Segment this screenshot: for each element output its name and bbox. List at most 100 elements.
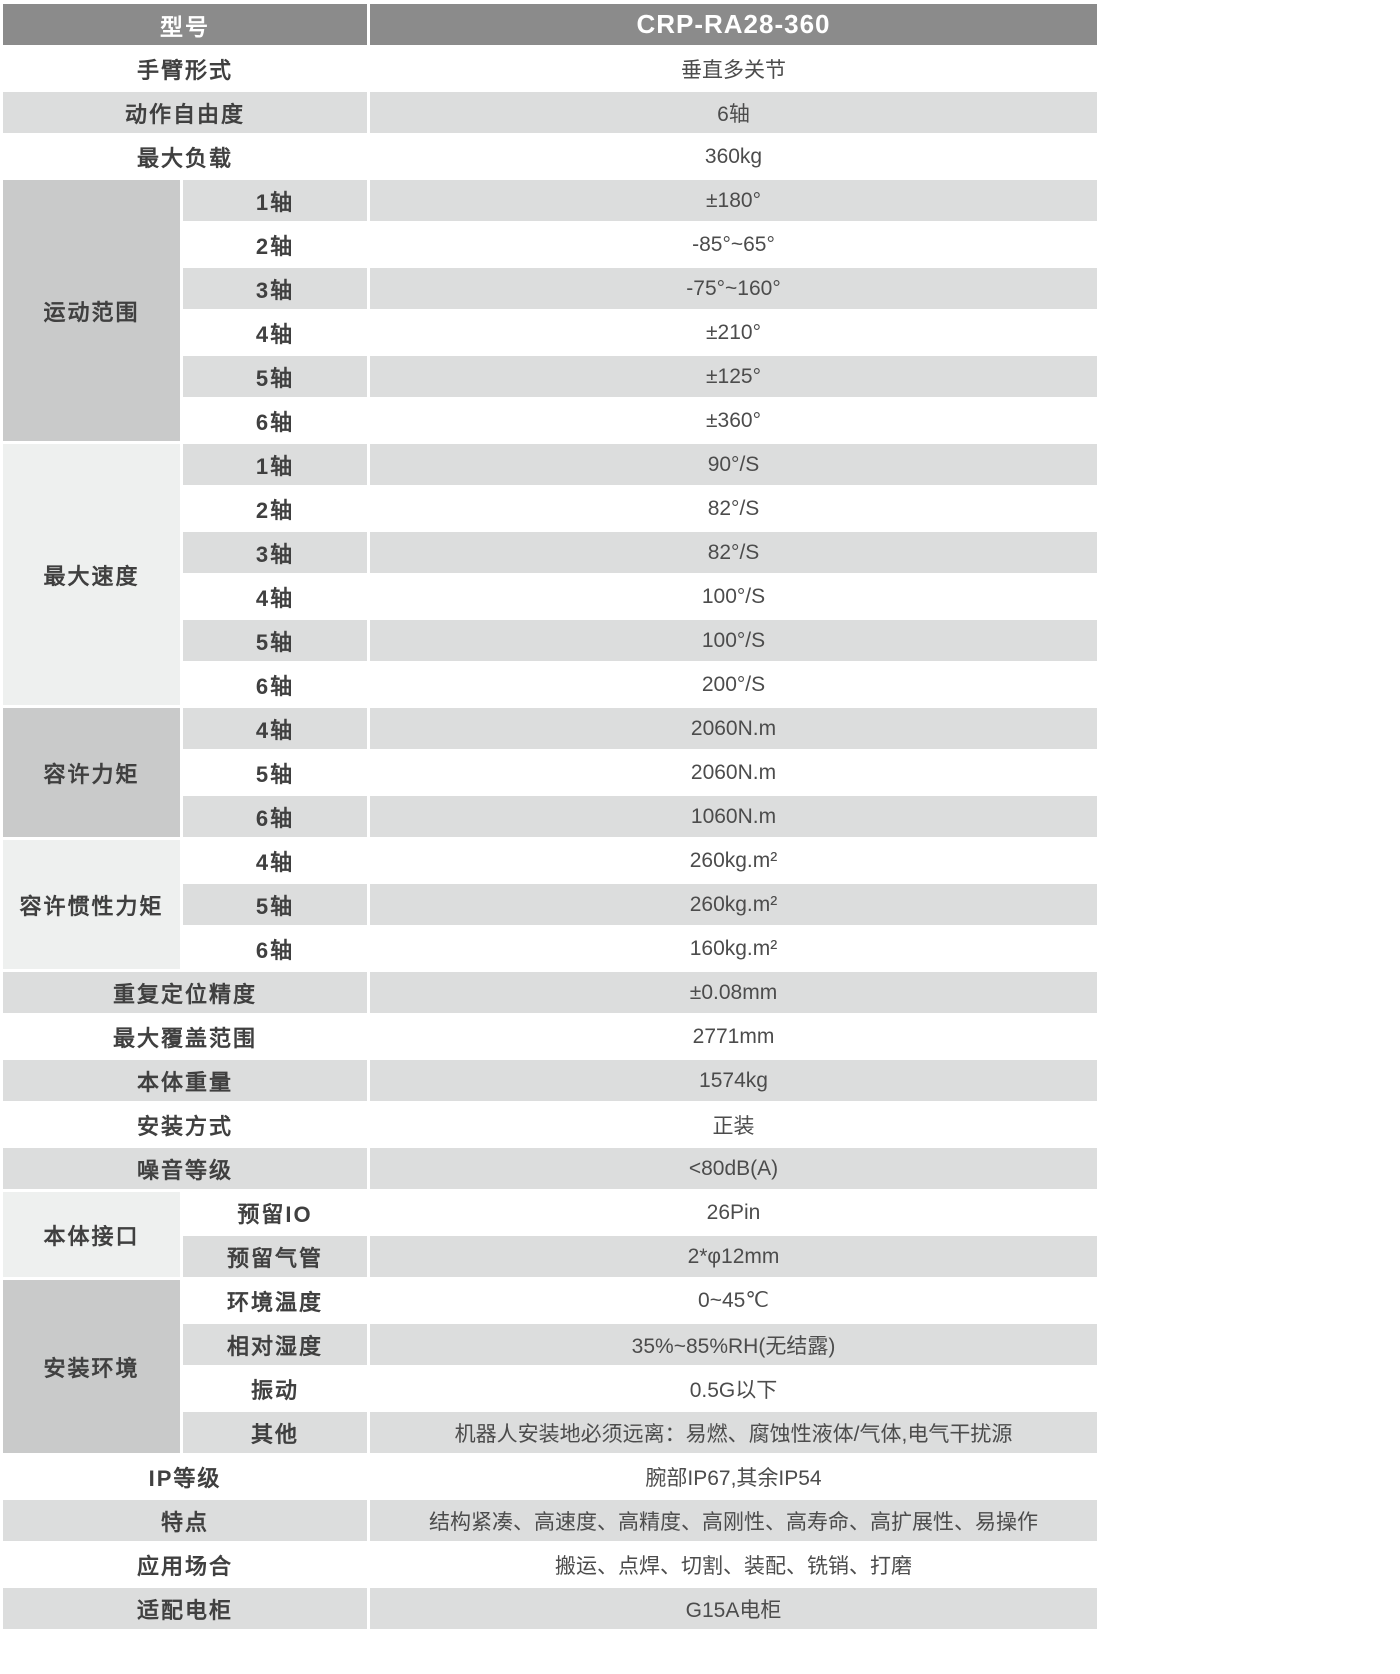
- table-row: 6轴 1060N.m: [3, 796, 1097, 837]
- row-value-cell: 100°/S: [370, 576, 1097, 617]
- row-value-cell: 搬运、点焊、切割、装配、铣销、打磨: [370, 1544, 1097, 1585]
- table-row: 其他 机器人安装地必须远离：易燃、腐蚀性液体/气体,电气干扰源: [3, 1412, 1097, 1453]
- row-label-cell: 特点: [3, 1500, 367, 1541]
- table-row: 5轴 2060N.m: [3, 752, 1097, 793]
- table-row: 应用场合 搬运、点焊、切割、装配、铣销、打磨: [3, 1544, 1097, 1585]
- row-value-cell: 35%~85%RH(无结露): [370, 1324, 1097, 1365]
- row-label-cell: IP等级: [3, 1456, 367, 1497]
- row-value-cell: 1060N.m: [370, 796, 1097, 837]
- row-value-cell: 90°/S: [370, 444, 1097, 485]
- sub-label-cell: 4轴: [183, 576, 367, 617]
- sub-label-cell: 5轴: [183, 620, 367, 661]
- sub-label-cell: 1轴: [183, 180, 367, 221]
- row-value-cell: 2060N.m: [370, 752, 1097, 793]
- group-label-cell: 本体接口: [3, 1192, 180, 1277]
- row-label-cell: 最大负载: [3, 136, 367, 177]
- row-value-cell: ±210°: [370, 312, 1097, 353]
- table-row: 4轴 100°/S: [3, 576, 1097, 617]
- table-row: 手臂形式 垂直多关节: [3, 48, 1097, 89]
- table-row: 3轴 82°/S: [3, 532, 1097, 573]
- table-row: 噪音等级 <80dB(A): [3, 1148, 1097, 1189]
- sub-label-cell: 5轴: [183, 752, 367, 793]
- row-value-cell: 垂直多关节: [370, 48, 1097, 89]
- table-row: 5轴 100°/S: [3, 620, 1097, 661]
- sub-label-cell: 3轴: [183, 532, 367, 573]
- sub-label-cell: 相对湿度: [183, 1324, 367, 1365]
- table-row: 安装环境 环境温度 0~45℃: [3, 1280, 1097, 1453]
- row-value-cell: 6轴: [370, 92, 1097, 133]
- row-value-cell: 机器人安装地必须远离：易燃、腐蚀性液体/气体,电气干扰源: [370, 1412, 1097, 1453]
- table-row: 6轴 160kg.m²: [3, 928, 1097, 969]
- table-row: 安装方式 正装: [3, 1104, 1097, 1145]
- sub-label-cell: 6轴: [183, 796, 367, 837]
- sub-label-cell: 6轴: [183, 664, 367, 705]
- table-row: 2轴 -85°~65°: [3, 224, 1097, 265]
- sub-label-cell: 4轴: [183, 312, 367, 353]
- group-label-cell: 安装环境: [3, 1280, 180, 1453]
- table-row: 本体接口 预留IO 26Pin: [3, 1192, 1097, 1277]
- table-row: 容许惯性力矩 4轴 260kg.m²: [3, 840, 1097, 969]
- row-value-cell: ±360°: [370, 400, 1097, 441]
- row-label-cell: 手臂形式: [3, 48, 367, 89]
- table-row: 容许力矩 4轴 2060N.m: [3, 708, 1097, 837]
- sub-label-cell: 6轴: [183, 400, 367, 441]
- row-label-cell: 应用场合: [3, 1544, 367, 1585]
- row-value-cell: ±0.08mm: [370, 972, 1097, 1013]
- row-value-cell: 腕部IP67,其余IP54: [370, 1456, 1097, 1497]
- group-label-cell: 容许力矩: [3, 708, 180, 837]
- row-value-cell: 2060N.m: [370, 708, 1097, 749]
- table-row: 6轴 200°/S: [3, 664, 1097, 705]
- row-value-cell: 100°/S: [370, 620, 1097, 661]
- sub-label-cell: 2轴: [183, 224, 367, 265]
- row-value-cell: -85°~65°: [370, 224, 1097, 265]
- table-row: 6轴 ±360°: [3, 400, 1097, 441]
- group-label-cell: 容许惯性力矩: [3, 840, 180, 969]
- sub-label-cell: 5轴: [183, 884, 367, 925]
- row-value-cell: <80dB(A): [370, 1148, 1097, 1189]
- table-row: 最大负载 360kg: [3, 136, 1097, 177]
- table-row: 预留气管 2*φ12mm: [3, 1236, 1097, 1277]
- row-value-cell: 82°/S: [370, 488, 1097, 529]
- table-row: 运动范围 1轴 ±180°: [3, 180, 1097, 441]
- sub-label-cell: 预留IO: [183, 1192, 367, 1233]
- row-value-cell: 0.5G以下: [370, 1368, 1097, 1409]
- row-value-cell: -75°~160°: [370, 268, 1097, 309]
- table-row: 特点 结构紧凑、高速度、高精度、高刚性、高寿命、高扩展性、易操作: [3, 1500, 1097, 1541]
- sub-label-cell: 4轴: [183, 840, 367, 881]
- row-value-cell: 82°/S: [370, 532, 1097, 573]
- table-row: 4轴 ±210°: [3, 312, 1097, 353]
- table-row: 重复定位精度 ±0.08mm: [3, 972, 1097, 1013]
- row-label-cell: 本体重量: [3, 1060, 367, 1101]
- row-value-cell: 26Pin: [370, 1192, 1097, 1233]
- row-value-cell: 260kg.m²: [370, 840, 1097, 881]
- row-label-cell: 最大覆盖范围: [3, 1016, 367, 1057]
- table-row: 5轴 ±125°: [3, 356, 1097, 397]
- row-label-cell: 适配电柜: [3, 1588, 367, 1629]
- model-header-value: CRP-RA28-360: [370, 4, 1097, 45]
- group-label-cell: 运动范围: [3, 180, 180, 441]
- sub-label-cell: 环境温度: [183, 1280, 367, 1321]
- row-label-cell: 安装方式: [3, 1104, 367, 1145]
- sub-label-cell: 2轴: [183, 488, 367, 529]
- sub-label-cell: 6轴: [183, 928, 367, 969]
- row-value-cell: 200°/S: [370, 664, 1097, 705]
- spec-table: 型号 CRP-RA28-360 手臂形式 垂直多关节 动作自由度 6轴 最大负载 360k…: [0, 1, 1100, 1632]
- sub-label-cell: 其他: [183, 1412, 367, 1453]
- row-value-cell: 2*φ12mm: [370, 1236, 1097, 1277]
- row-value-cell: G15A电柜: [370, 1588, 1097, 1629]
- sub-label-cell: 3轴: [183, 268, 367, 309]
- model-header-label: 型号: [3, 4, 367, 45]
- table-row: 振动 0.5G以下: [3, 1368, 1097, 1409]
- table-row: 3轴 -75°~160°: [3, 268, 1097, 309]
- row-value-cell: 正装: [370, 1104, 1097, 1145]
- row-value-cell: 160kg.m²: [370, 928, 1097, 969]
- table-row: 适配电柜 G15A电柜: [3, 1588, 1097, 1629]
- table-row: IP等级 腕部IP67,其余IP54: [3, 1456, 1097, 1497]
- row-value-cell: 360kg: [370, 136, 1097, 177]
- row-value-cell: 260kg.m²: [370, 884, 1097, 925]
- row-label-cell: 重复定位精度: [3, 972, 367, 1013]
- row-value-cell: ±125°: [370, 356, 1097, 397]
- sub-label-cell: 振动: [183, 1368, 367, 1409]
- sub-label-cell: 4轴: [183, 708, 367, 749]
- row-value-cell: 0~45℃: [370, 1280, 1097, 1321]
